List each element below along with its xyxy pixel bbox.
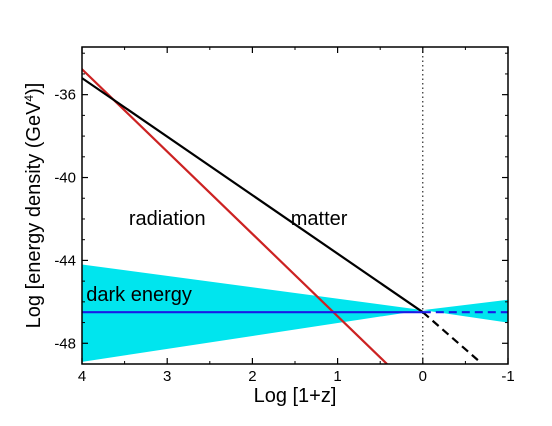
x-tick-label: -1 bbox=[501, 368, 514, 385]
radiation-label: radiation bbox=[129, 208, 206, 230]
y-tick-label: -44 bbox=[54, 252, 76, 269]
y-tick-label: -40 bbox=[54, 170, 76, 187]
axis-ticks: 4 3 2 1 0 -1 -36 -40 -44 -48 bbox=[54, 47, 515, 385]
y-tick-label: -48 bbox=[54, 335, 76, 352]
matter-label: matter bbox=[291, 208, 348, 230]
x-tick-label: 0 bbox=[419, 368, 427, 385]
x-axis-title: Log [1+z] bbox=[254, 385, 337, 407]
y-tick-label: -36 bbox=[54, 87, 76, 104]
annotations: radiation matter dark energy bbox=[86, 208, 347, 306]
y-axis-title-close: )] bbox=[23, 83, 45, 95]
y-axis-title: Log [energy density (GeV4)] bbox=[22, 83, 45, 329]
x-tick-label: 4 bbox=[78, 368, 86, 385]
matter-dashed-extension bbox=[422, 311, 481, 363]
plot-inner bbox=[82, 47, 508, 364]
dark-energy-label: dark energy bbox=[86, 284, 192, 306]
y-axis-title-main: Log [energy density (GeV bbox=[23, 101, 45, 328]
x-tick-label: 3 bbox=[163, 368, 171, 385]
x-tick-label: 1 bbox=[333, 368, 341, 385]
x-tick-label: 2 bbox=[248, 368, 256, 385]
plot-area bbox=[82, 47, 508, 364]
matter-line bbox=[82, 77, 424, 314]
y-axis-title-sup: 4 bbox=[22, 95, 36, 102]
